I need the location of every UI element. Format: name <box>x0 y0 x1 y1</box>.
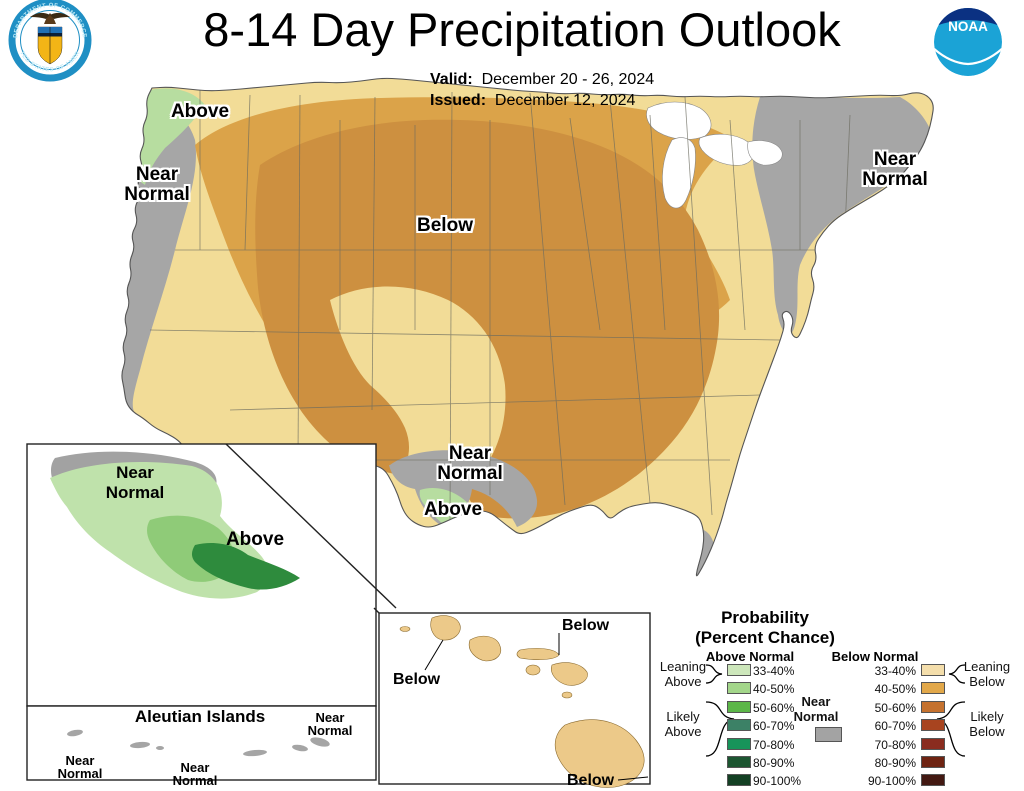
svg-text:Normal: Normal <box>106 483 165 502</box>
svg-text:Near: Near <box>116 463 154 482</box>
svg-text:Above: Above <box>226 529 284 550</box>
svg-text:Below: Below <box>393 671 441 688</box>
svg-text:Normal: Normal <box>173 773 218 788</box>
svg-text:Normal: Normal <box>308 723 353 738</box>
svg-text:Below: Below <box>567 772 615 789</box>
svg-text:Aleutian Islands: Aleutian Islands <box>135 707 265 726</box>
svg-text:Below: Below <box>562 617 610 634</box>
svg-text:Normal: Normal <box>58 766 103 781</box>
